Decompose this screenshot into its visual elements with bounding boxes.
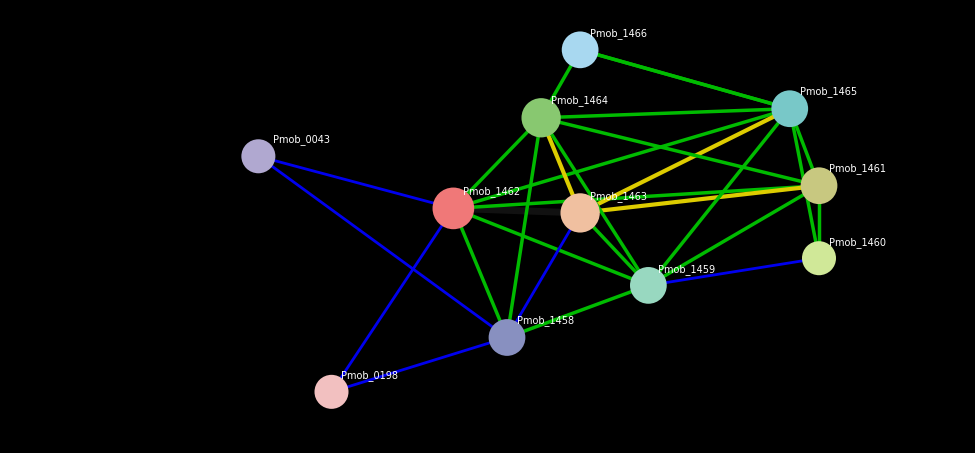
Point bbox=[251, 153, 266, 160]
Point bbox=[572, 209, 588, 217]
Point bbox=[782, 105, 798, 112]
Point bbox=[446, 205, 461, 212]
Point bbox=[572, 46, 588, 53]
Point bbox=[811, 255, 827, 262]
Text: Pmob_1462: Pmob_1462 bbox=[463, 186, 521, 197]
Point bbox=[533, 114, 549, 121]
Text: Pmob_1458: Pmob_1458 bbox=[517, 315, 574, 326]
Point bbox=[324, 388, 339, 395]
Text: Pmob_1460: Pmob_1460 bbox=[829, 237, 885, 248]
Point bbox=[811, 182, 827, 189]
Text: Pmob_1464: Pmob_1464 bbox=[551, 96, 607, 106]
Text: Pmob_1461: Pmob_1461 bbox=[829, 164, 885, 174]
Text: Pmob_0043: Pmob_0043 bbox=[273, 134, 330, 145]
Text: Pmob_0198: Pmob_0198 bbox=[341, 370, 398, 381]
Point bbox=[641, 282, 656, 289]
Text: Pmob_1466: Pmob_1466 bbox=[590, 28, 646, 39]
Text: Pmob_1459: Pmob_1459 bbox=[658, 265, 716, 275]
Point bbox=[499, 334, 515, 341]
Text: Pmob_1465: Pmob_1465 bbox=[800, 87, 857, 97]
Text: Pmob_1463: Pmob_1463 bbox=[590, 191, 646, 202]
